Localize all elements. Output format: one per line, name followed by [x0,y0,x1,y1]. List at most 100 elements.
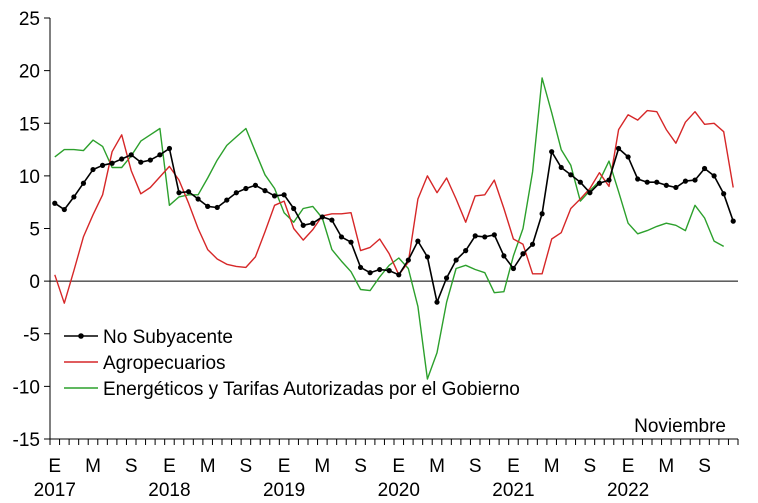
plot-area [49,18,738,440]
legend-label: Energéticos y Tarifas Autorizadas por el… [103,379,520,400]
data-point [510,265,517,272]
data-point [119,156,125,162]
data-point [310,220,316,226]
data-point [271,193,278,199]
data-point [415,238,421,244]
data-point [396,272,402,278]
legend-label: Agropecuarios [103,353,226,374]
data-point [52,200,58,206]
data-point [357,264,364,271]
data-point [434,299,440,305]
data-point [443,275,450,281]
legend-marker [78,333,84,339]
data-point [291,205,297,212]
data-point [176,190,182,196]
data-point [214,204,220,211]
y-axis: 25 20 15 10 5 0 -5 -10 -15 [13,9,50,451]
x-month-label: S [240,456,253,477]
x-month-label: S [698,456,711,477]
data-point [692,177,698,183]
data-point [539,211,545,217]
data-point [615,145,622,152]
data-point [205,203,211,209]
data-point [405,257,411,263]
data-point [491,232,497,238]
y-tick-label: -15 [13,430,40,451]
series-line [54,147,734,304]
x-month-label: M [85,456,101,477]
x-year-label: 2022 [607,480,649,501]
data-point [90,166,96,173]
data-point [606,177,612,183]
series-line [54,109,734,304]
x-year-label: 2017 [34,480,76,501]
data-point [654,179,660,185]
data-point [682,178,689,184]
x-month-label: S [125,456,138,477]
x-month-label: E [507,456,520,477]
data-point [147,157,153,163]
data-point [300,222,306,228]
data-point [348,239,354,245]
data-point [596,180,603,186]
x-month-label: E [392,456,405,477]
data-point [644,179,650,185]
legend: No Subyacente Agropecuarios Energéticos y … [64,327,520,400]
x-year-label: 2018 [148,480,190,501]
data-point [99,162,106,168]
x-year-label: 2020 [378,480,420,501]
data-point [185,189,192,195]
data-point [463,248,469,254]
data-point [482,234,488,240]
data-point [157,152,163,158]
data-point [138,159,144,165]
x-month-label: E [278,456,291,477]
data-point [625,154,631,160]
data-point [252,182,259,188]
y-tick-label: 5 [29,220,40,241]
x-axis: E M S E M S E M S E M S E M S E M S 2017 2018 2019 2020 2021 20… [34,439,739,501]
x-year-label: 2021 [492,480,534,501]
data-point [558,164,564,171]
x-month-label: M [314,456,330,477]
data-point [71,194,77,200]
data-point [367,270,373,276]
series-group [52,77,736,380]
data-point [587,190,593,196]
data-point [730,218,736,224]
data-point [109,160,115,166]
data-point [128,152,134,158]
data-point [281,192,287,198]
x-month-label: S [354,456,367,477]
x-month-label: M [544,456,560,477]
y-tick-label: 10 [19,167,40,188]
data-point [453,257,459,263]
data-point [377,266,383,273]
data-point [424,254,431,260]
x-year-label: 2019 [263,480,305,501]
data-point [386,268,392,274]
data-point [472,233,478,239]
x-month-label: E [48,456,61,477]
data-point [329,217,335,223]
y-tick-label: -5 [23,325,40,346]
x-month-label: S [584,456,597,477]
data-point [711,173,717,179]
y-tick-label: 15 [19,114,40,135]
data-point [61,206,67,213]
data-point [195,196,201,202]
y-tick-label: -10 [13,377,40,398]
x-month-label: E [622,456,635,477]
data-point [673,184,679,191]
data-point [635,176,641,182]
data-point [568,172,574,178]
x-month-label: M [429,456,445,477]
data-point [243,185,249,192]
data-point [80,180,87,186]
data-point [233,190,239,196]
data-point [319,214,325,220]
data-point [166,145,173,152]
x-month-label: E [163,456,176,477]
data-point [338,234,345,240]
